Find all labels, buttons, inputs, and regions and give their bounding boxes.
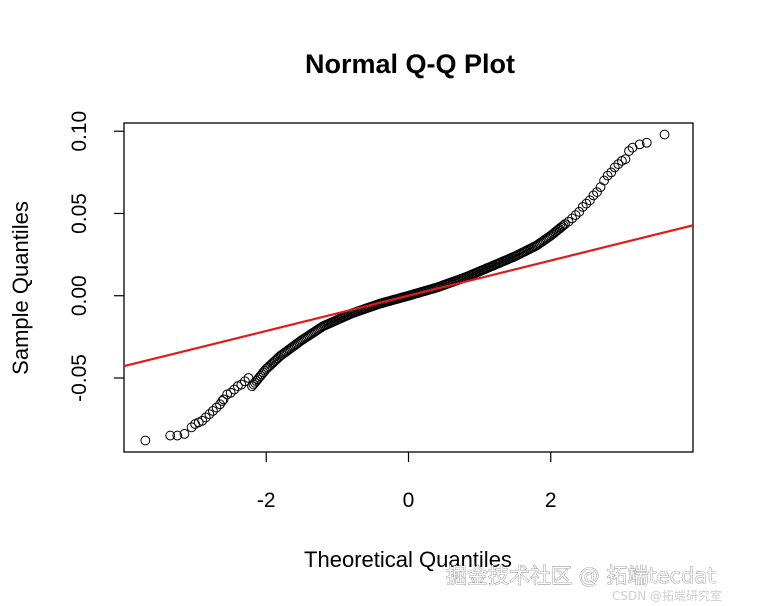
sample-point (172, 430, 183, 441)
sample-point (204, 409, 215, 420)
sample-point (165, 430, 176, 441)
plot-frame (123, 122, 694, 453)
sample-point (560, 219, 570, 230)
sample-point (557, 221, 568, 232)
sample-point (613, 159, 624, 170)
sample-point (243, 373, 254, 383)
sample-point (563, 216, 574, 227)
sample-point (229, 384, 240, 395)
qq-reference-line (124, 224, 693, 368)
sample-point (217, 396, 228, 406)
sample-point (624, 146, 634, 156)
y-tick-label: 0.00 (68, 275, 91, 316)
sample-point (641, 137, 652, 148)
sample-point (592, 187, 602, 197)
sample-point (659, 129, 670, 140)
sample-point (140, 435, 151, 446)
sample-point (200, 412, 211, 423)
x-tick-label: -2 (257, 489, 276, 512)
sample-point (208, 405, 218, 416)
sample-points (140, 129, 670, 446)
sample-point (588, 190, 599, 201)
sample-point (240, 376, 250, 387)
sample-point (218, 394, 229, 405)
sample-point (211, 402, 222, 413)
watermark-sub: CSDN @拓端研究室 (612, 588, 722, 603)
sample-point (186, 422, 197, 433)
sample-point (558, 220, 569, 231)
sample-point (179, 429, 190, 439)
sample-point (584, 195, 595, 206)
sample-point (599, 175, 609, 186)
sample-point (215, 399, 225, 410)
sample-point (581, 198, 592, 209)
sample-point (236, 379, 247, 390)
sample-point (577, 202, 588, 212)
sample-point (567, 213, 577, 224)
watermark-main: 掘金技术社区 @ 拓端tecdat (446, 564, 715, 588)
y-tick-label: -0.05 (68, 354, 91, 402)
sample-point (606, 167, 617, 178)
y-axis-label: Sample Quantiles (8, 201, 33, 375)
chart-title: Normal Q-Q Plot (305, 49, 515, 79)
y-axis: -0.05 0.00 0.05 0.10 (68, 111, 124, 402)
x-tick-label: 0 (403, 489, 415, 512)
sample-point (197, 415, 208, 426)
sample-point (634, 139, 645, 150)
sample-point (620, 154, 631, 165)
x-axis: -2 0 2 (257, 452, 557, 512)
sample-point (570, 210, 581, 221)
sample-point (574, 206, 585, 217)
sample-point (602, 170, 613, 181)
y-tick-label: 0.05 (68, 193, 91, 234)
x-tick-label: 2 (545, 489, 557, 512)
sample-point (225, 387, 236, 398)
y-tick-label: 0.10 (68, 111, 91, 152)
x-axis-label: Theoretical Quantiles (304, 547, 512, 572)
sample-point (609, 162, 620, 173)
